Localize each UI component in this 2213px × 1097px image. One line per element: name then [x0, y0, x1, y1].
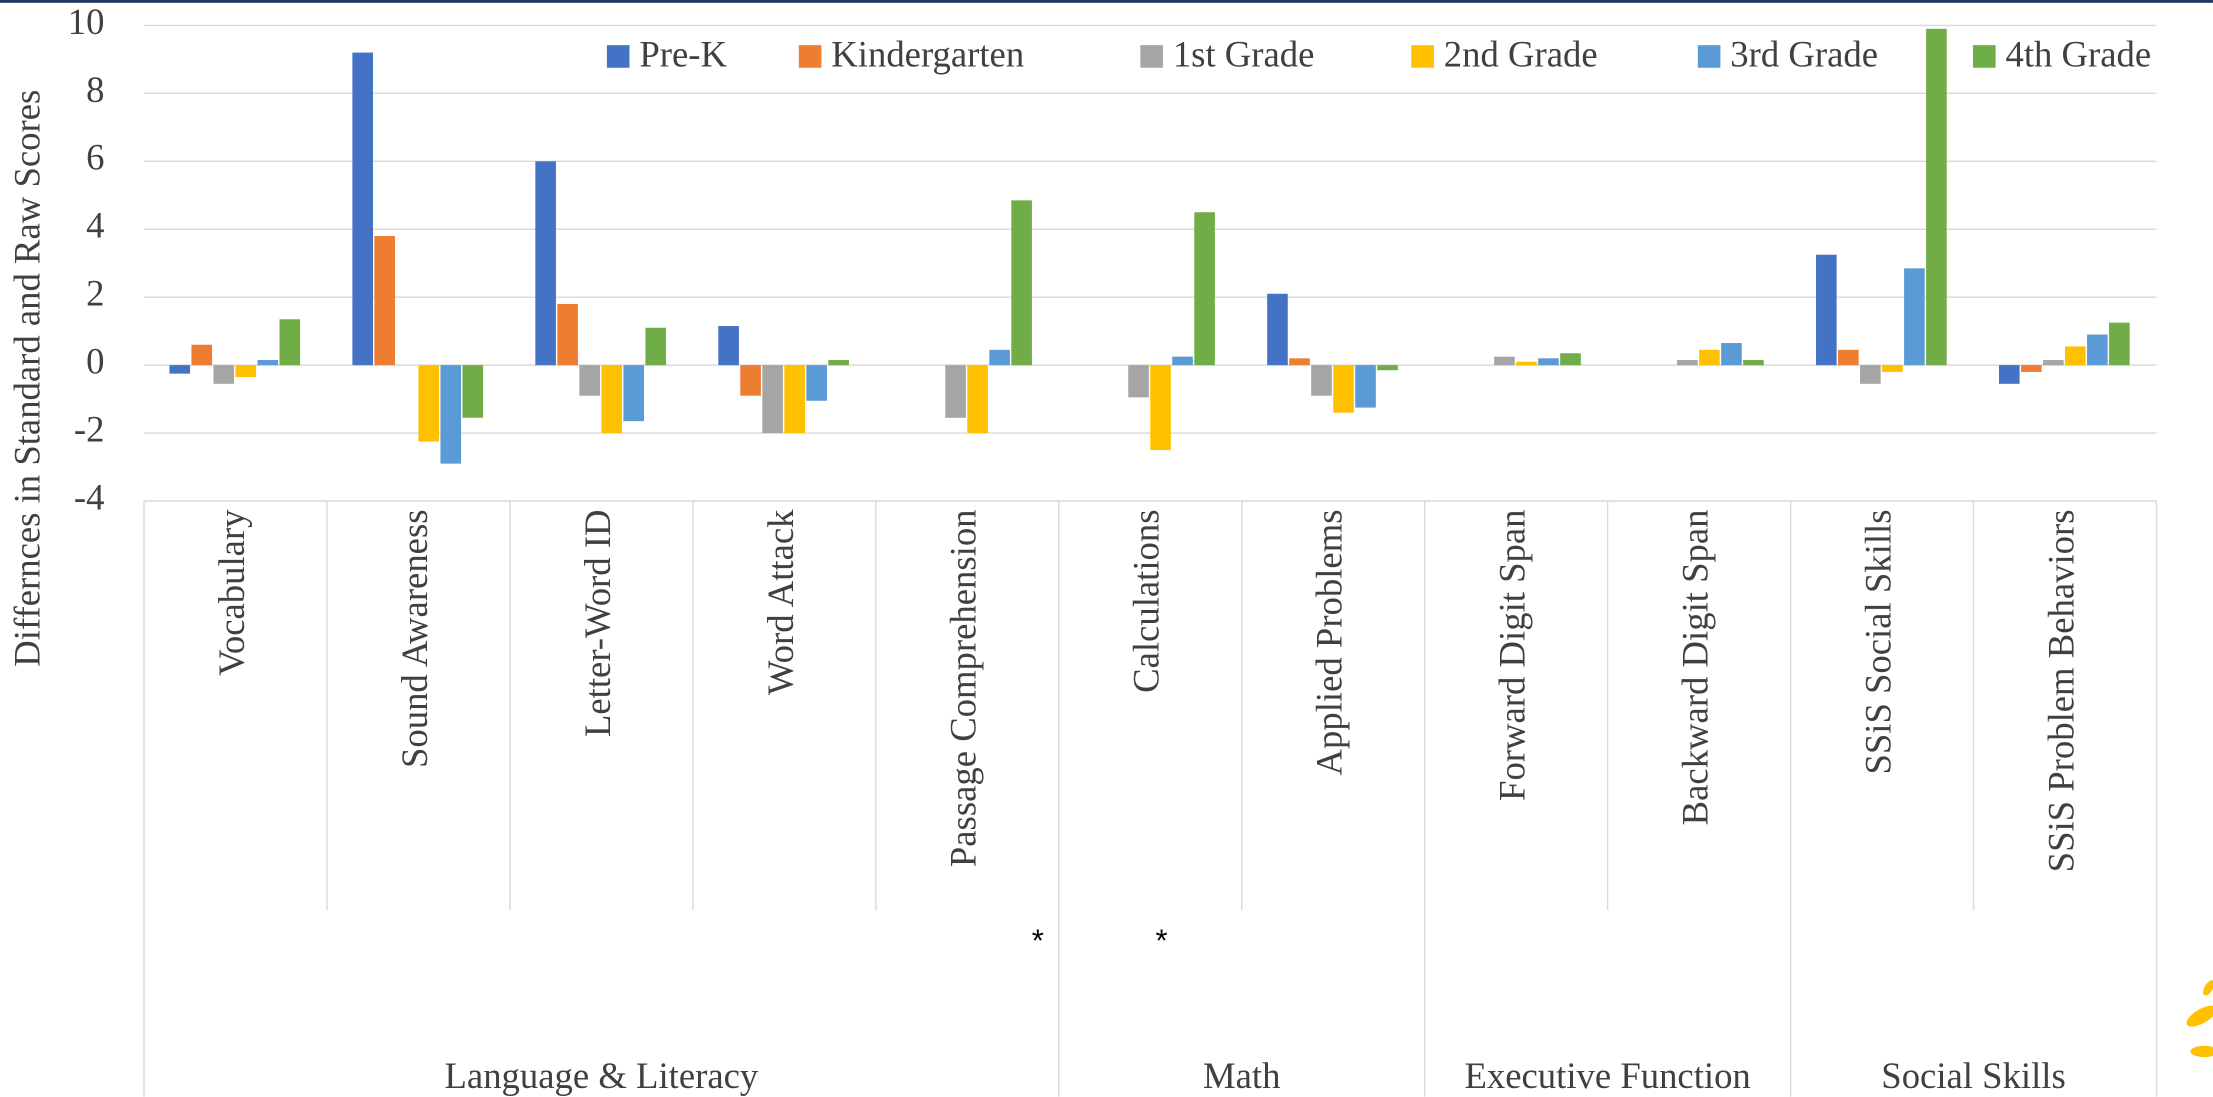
top-border: [0, 0, 2213, 3]
bar: [213, 365, 235, 384]
legend-swatch: [1411, 45, 1434, 68]
bar: [1721, 343, 1742, 366]
bar: [1011, 200, 1032, 366]
bar: [1860, 365, 1881, 384]
bar: [235, 365, 257, 378]
bar: [2109, 322, 2130, 366]
bar: [645, 327, 667, 366]
bar: [169, 365, 191, 374]
bar: [1538, 358, 1559, 366]
bar: [1377, 365, 1398, 371]
bar: [279, 319, 301, 366]
x-tick-label: Sound Awareness: [394, 509, 435, 768]
y-tick-label: 10: [68, 1, 105, 42]
bar: [462, 365, 484, 418]
bar: [740, 365, 761, 396]
x-tick-label: Backward Digit Span: [1675, 509, 1716, 825]
bar: [1838, 349, 1859, 366]
bar: [601, 365, 622, 434]
bar: [1998, 365, 2020, 384]
y-tick-label: 6: [86, 137, 104, 178]
x-tick-label: Letter-Word ID: [577, 509, 618, 737]
bar: [1699, 349, 1720, 366]
bar: [1743, 360, 1764, 366]
bar: [1267, 293, 1288, 366]
bar: [374, 236, 396, 366]
bar: [557, 303, 578, 366]
x-tick-label: SSiS Social Skills: [1857, 509, 1898, 774]
y-tick-label: -2: [74, 408, 105, 449]
legend-label: 3rd Grade: [1730, 33, 1878, 74]
sun-decoration: [2186, 980, 2213, 1058]
bar: [440, 365, 462, 464]
bar: [191, 344, 213, 366]
legend-label: 1st Grade: [1173, 33, 1315, 74]
bar: [967, 365, 988, 434]
bar: [1150, 365, 1171, 451]
bar: [762, 365, 783, 434]
y-tick-label: 4: [86, 205, 104, 246]
bar: [1289, 358, 1310, 366]
bar: [1494, 356, 1515, 366]
bar: [1128, 365, 1149, 398]
bar: [352, 52, 373, 366]
bar: [1560, 353, 1581, 366]
group-label: Language & Literacy: [445, 1055, 759, 1096]
bar: [1882, 365, 1903, 372]
legend-swatch: [1140, 45, 1163, 68]
category-note: *: [1156, 923, 1168, 958]
bar: [828, 360, 849, 366]
bar: [535, 161, 556, 366]
bar: [1355, 365, 1376, 408]
group-label: Math: [1203, 1055, 1280, 1096]
x-tick-label: Applied Problems: [1309, 509, 1350, 775]
legend-swatch: [798, 45, 822, 68]
bar: [989, 349, 1010, 366]
y-tick-label: 8: [86, 69, 104, 110]
category-note: *: [1032, 923, 1044, 958]
x-tick-label: Vocabulary: [211, 509, 252, 676]
bar: [718, 326, 739, 366]
bar: [2043, 360, 2064, 366]
x-tick-label: Word Attack: [760, 509, 801, 695]
x-tick-label: Passage Comprehension: [943, 509, 984, 867]
legend-label: 4th Grade: [2005, 33, 2151, 74]
bar: [806, 365, 827, 401]
group-label: Executive Function: [1464, 1055, 1750, 1096]
y-tick-label: 0: [86, 341, 104, 382]
legend-label: Pre-K: [639, 33, 727, 74]
x-tick-label: Calculations: [1126, 509, 1167, 692]
bar: [945, 365, 966, 418]
legend-swatch: [1973, 45, 1996, 68]
bar: [623, 365, 645, 422]
bar: [2065, 346, 2086, 366]
bar: [1311, 365, 1332, 396]
bar: [579, 365, 600, 396]
bar: [1516, 361, 1537, 366]
y-tick-label: 2: [86, 273, 104, 314]
bar: [784, 365, 805, 434]
x-tick-label: Forward Digit Span: [1492, 509, 1533, 800]
bar: [257, 360, 279, 366]
legend-swatch: [606, 45, 630, 68]
legend-label: Kindergarten: [831, 33, 1024, 74]
legend-label: 2nd Grade: [1444, 33, 1598, 74]
bar: [1194, 212, 1215, 366]
bar: [1333, 365, 1354, 413]
bar: [1816, 254, 1837, 366]
legend-swatch: [1697, 45, 1721, 68]
bar: [1904, 268, 1925, 366]
bar: [2020, 365, 2042, 372]
x-tick-label: SSiS Problem Behaviors: [2040, 509, 2081, 872]
y-tick-label: -4: [74, 476, 105, 517]
bar: [1677, 360, 1698, 366]
y-axis-label: Differnces in Standard and Raw Scores: [7, 90, 48, 667]
bar: [1926, 28, 1947, 366]
bar: [2087, 334, 2108, 366]
bar: [1172, 356, 1193, 366]
bar: [418, 365, 440, 442]
group-label: Social Skills: [1881, 1055, 2065, 1096]
